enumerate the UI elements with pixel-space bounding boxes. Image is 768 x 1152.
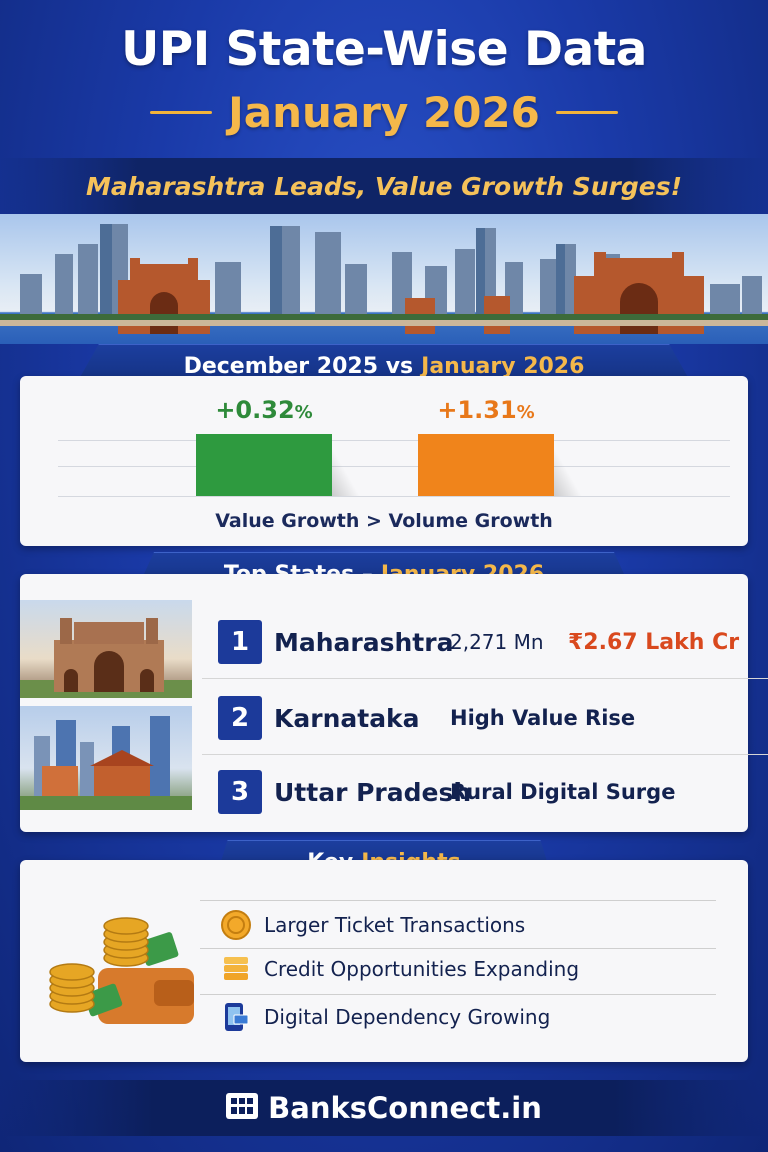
state-volume: 2,271 Mn [450,630,544,654]
comparison-heading-highlight: January 2026 [421,354,585,379]
coin-icon [218,907,254,943]
building-icon [226,1093,259,1123]
insight-label: Larger Ticket Transactions [264,913,526,937]
state-row-2: 2 Karnataka High Value Rise [202,688,742,748]
bar-data-label: +0.32% [215,396,313,424]
insight-divider [200,900,716,901]
insight-divider [200,994,716,995]
insight-divider [200,948,716,949]
growth-bar [196,434,332,496]
page-subtitle: January 2026 [228,88,540,137]
state-note: High Value Rise [450,706,636,730]
coin-stack-icon [218,951,254,987]
bar-data-label: +1.31% [437,396,535,424]
state-row-3: 3 Uttar Pradesh Rural Digital Surge [202,762,742,822]
insight-item-1: Larger Ticket Transactions [200,902,720,948]
chart-gridline [58,466,730,467]
mobile-payment-icon [218,999,254,1035]
insight-label: Credit Opportunities Expanding [264,957,580,981]
coins-wallet-illustration [49,917,194,1024]
footer-brand-bar: BanksConnect.in [0,1080,768,1136]
chart-footnote: Value Growth > Volume Growth [215,510,553,532]
row-divider [202,678,768,679]
insight-label: Digital Dependency Growing [264,1005,551,1029]
brand-name[interactable]: BanksConnect.in [268,1091,542,1125]
tagline-banner: Maharashtra Leads, Value Growth Surges! [0,158,768,214]
growth-comparison-card: +0.32% +1.31% Value Growth > Volume Growt… [20,376,748,546]
subtitle-row: January 2026 [0,88,768,137]
insights-card: Larger Ticket Transactions Credit Opport… [20,860,748,1062]
state-name: Maharashtra [274,627,454,657]
state-name: Karnataka [274,703,420,733]
chart-gridline [58,440,730,441]
insight-item-3: Digital Dependency Growing [200,994,720,1040]
page-title: UPI State-Wise Data [121,22,647,77]
rank-badge: 2 [218,696,262,740]
row-divider [202,754,768,755]
state-row-1: 1 Maharashtra 2,271 Mn ₹2.67 Lakh Cr [202,612,742,672]
growth-bar [418,434,554,496]
top-states-card: 1 Maharashtra 2,271 Mn ₹2.67 Lakh Cr 2 K… [20,574,768,832]
city-buildings-image [20,706,192,810]
state-name: Uttar Pradesh [274,777,472,807]
chart-gridline [58,496,730,497]
state-note: Rural Digital Surge [450,780,676,804]
tagline-text: Maharashtra Leads, Value Growth Surges! [85,171,683,201]
gateway-monument-image [20,600,192,698]
rank-badge: 3 [218,770,262,814]
city-skyline-illustration [0,214,768,344]
subtitle-left-line [150,111,213,114]
comparison-heading-prefix: December 2025 vs [183,354,414,379]
skyline-art [0,224,768,334]
rank-badge: 1 [218,620,262,664]
subtitle-right-line [555,111,618,114]
insight-item-2: Credit Opportunities Expanding [200,946,720,992]
state-value: ₹2.67 Lakh Cr [568,629,740,655]
